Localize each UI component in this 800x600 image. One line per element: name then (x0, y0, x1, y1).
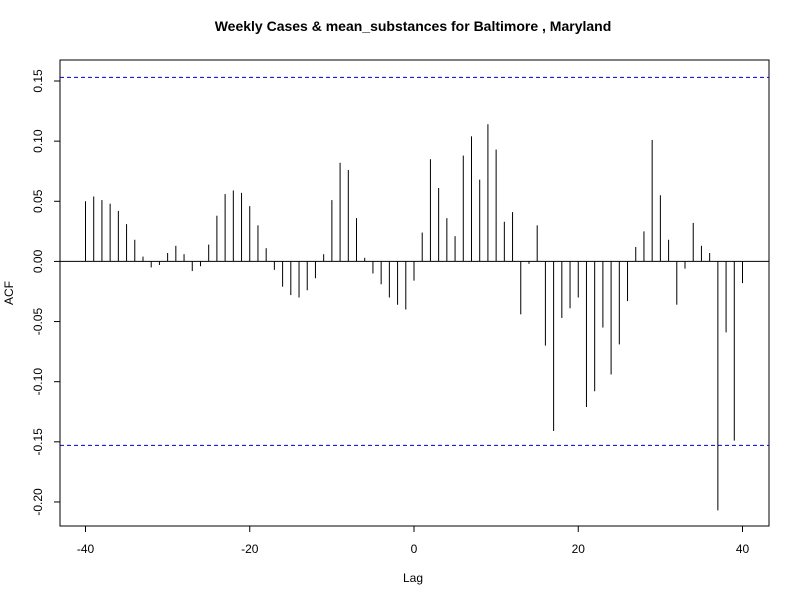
y-tick-label: -0.20 (31, 488, 45, 516)
y-tick-label: -0.10 (31, 368, 45, 396)
y-tick-label: 0.10 (31, 129, 45, 153)
confidence-lines (60, 76, 769, 446)
x-tick-label: -20 (241, 542, 259, 556)
y-axis-ticks: -0.20 -0.15 -0.10 -0.05 0.00 0.05 0.10 0.15 (31, 69, 60, 516)
y-tick-label: 0.15 (31, 69, 45, 93)
y-tick-label: 0.05 (31, 189, 45, 213)
x-axis-ticks: -40 -20 0 20 40 (77, 526, 750, 556)
y-tick-label: -0.05 (31, 308, 45, 336)
y-tick-label: 0.00 (31, 249, 45, 273)
chart-title: Weekly Cases & mean_substances for Balti… (215, 18, 612, 34)
x-axis-title: Lag (403, 571, 423, 585)
x-tick-label: 40 (736, 542, 750, 556)
plot-frame (59, 59, 770, 527)
y-axis-title: ACF (2, 281, 16, 305)
y-tick-label: -0.15 (31, 428, 45, 456)
x-tick-label: 0 (411, 542, 418, 556)
bars-layer (85, 124, 743, 511)
x-tick-label: -40 (77, 542, 95, 556)
x-tick-label: 20 (572, 542, 586, 556)
